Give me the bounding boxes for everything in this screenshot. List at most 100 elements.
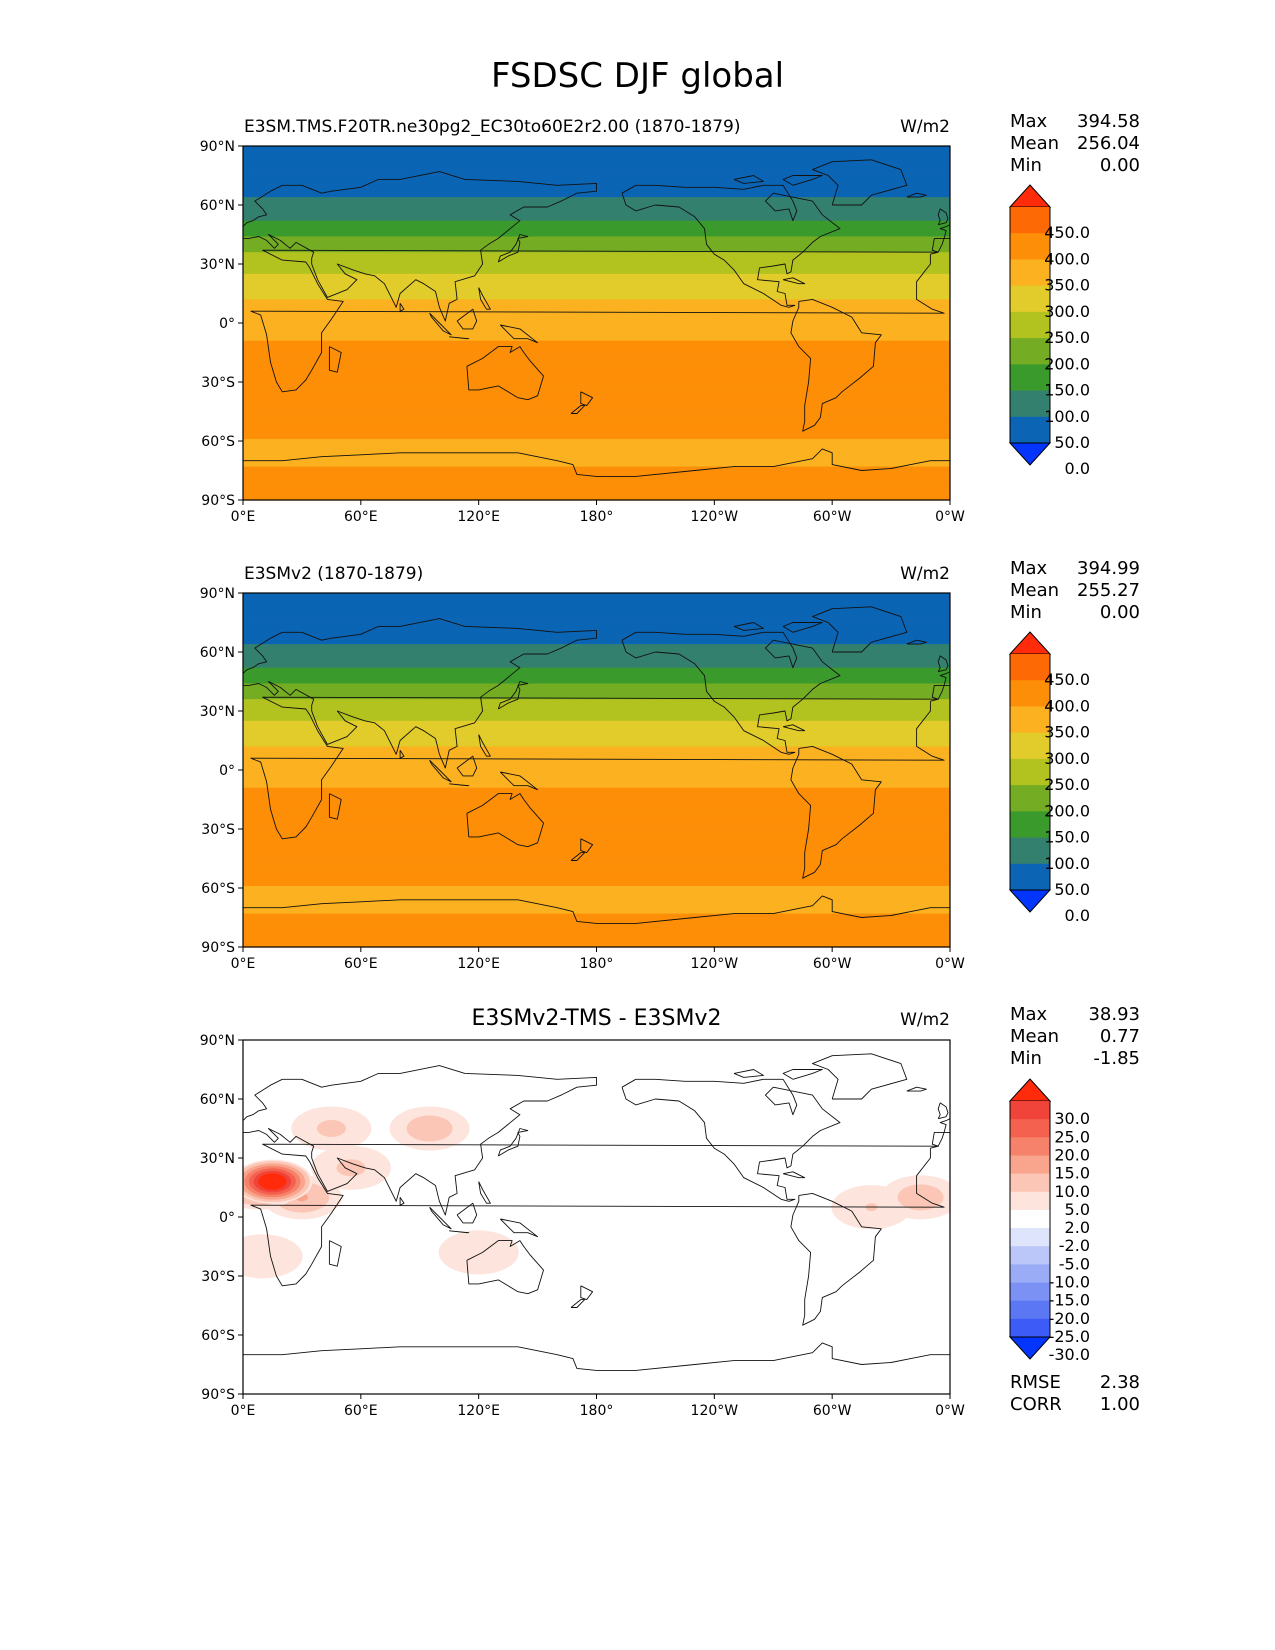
field-band <box>243 880 950 883</box>
y-tick-label: 30°S <box>201 822 235 838</box>
field-band <box>243 382 950 385</box>
field-band <box>243 474 950 477</box>
field-band <box>243 366 950 369</box>
colorbar-segments <box>1008 184 1052 466</box>
field-band <box>243 797 950 801</box>
colorbar-segment <box>1010 1155 1050 1175</box>
field-band <box>243 809 950 812</box>
field-band <box>243 594 950 598</box>
field-band <box>243 368 950 371</box>
field-band <box>243 677 950 681</box>
field-band <box>243 742 950 746</box>
field-band <box>243 730 950 734</box>
field-band <box>243 925 950 928</box>
x-tick-label: 60°E <box>344 956 378 972</box>
field-band <box>243 939 950 942</box>
x-tick-label: 120°E <box>457 509 500 525</box>
field-band <box>243 905 950 909</box>
field-band <box>243 240 950 243</box>
field-band <box>243 815 950 818</box>
field-band <box>243 393 950 397</box>
colorbar-extend-min <box>1008 889 1052 913</box>
panel-2-map: 0°E 60°E 120°E 180° 120°W 60°W 0°W 90°N 60°N 30°N… <box>200 587 965 972</box>
colorbar-segment <box>1010 811 1050 838</box>
coastline <box>782 1069 823 1080</box>
field-band <box>243 173 950 177</box>
colorbar-label: -5.0 <box>1059 1254 1090 1273</box>
field-band <box>243 785 950 789</box>
field-band <box>243 446 950 450</box>
field-band <box>243 252 950 255</box>
colorbar-label: 400.0 <box>1044 249 1090 268</box>
field-band <box>243 683 950 687</box>
field-band <box>243 766 950 769</box>
y-tick-label: 60°S <box>201 881 235 897</box>
field-band <box>243 669 950 673</box>
stat-max: Max 394.58 <box>1010 111 1140 132</box>
field-band <box>243 707 950 710</box>
field-band <box>243 395 950 399</box>
field-band <box>243 913 950 917</box>
colorbar-outline <box>1009 654 1051 890</box>
colorbar-segment <box>1010 1318 1050 1338</box>
field-band <box>243 703 950 706</box>
field-band <box>243 827 950 830</box>
panel-1-map: 0°E 60°E 120°E 180° 120°W 60°W 0°W 90°N 60°N 30°N… <box>200 140 965 525</box>
colorbar-label: 20.0 <box>1054 1145 1090 1164</box>
field-band <box>243 466 950 470</box>
colorbar-label: -20.0 <box>1049 1309 1090 1328</box>
coastline <box>580 838 594 854</box>
field-band <box>243 779 950 783</box>
colorbar-segment <box>1010 416 1050 444</box>
field-band <box>243 169 950 173</box>
field-band <box>243 760 950 763</box>
field-band <box>243 746 950 749</box>
coastline <box>449 1230 470 1234</box>
field-band <box>243 923 950 926</box>
panel-2-title: E3SMv2 (1870-1879) <box>244 564 424 584</box>
field-band <box>243 644 950 647</box>
colorbar-label: 150.0 <box>1044 828 1090 847</box>
field-band <box>243 411 950 415</box>
y-tick-label: 30°N <box>200 1151 235 1167</box>
field-band <box>243 811 950 814</box>
field-band <box>243 193 950 196</box>
field-band <box>243 378 950 381</box>
field-band <box>243 738 950 742</box>
field-band <box>243 665 950 669</box>
field-band <box>243 348 950 352</box>
coastline <box>812 1053 908 1100</box>
colorbar-segment <box>1010 285 1050 313</box>
y-tick-label: 30°N <box>200 704 235 720</box>
field-band <box>243 878 950 881</box>
field-band <box>243 456 950 460</box>
field-band <box>243 423 950 426</box>
colorbar-segment <box>1010 1264 1050 1283</box>
field-band <box>243 673 950 677</box>
field-band <box>243 277 950 281</box>
x-tick-label: 180° <box>580 509 614 525</box>
field-band <box>243 399 950 403</box>
field-band <box>243 691 950 694</box>
field-band <box>243 709 950 712</box>
coastline <box>328 1240 342 1267</box>
field-band <box>243 622 950 626</box>
colorbar-label: -30.0 <box>1049 1345 1090 1364</box>
field-band <box>243 323 950 326</box>
colorbar-label: 50.0 <box>1054 880 1090 899</box>
coastline <box>429 1206 452 1230</box>
y-tick-label: 30°N <box>200 257 235 273</box>
field-band <box>243 356 950 359</box>
anomaly-contour <box>406 1115 453 1142</box>
field-band <box>243 206 950 210</box>
coastline <box>782 724 806 732</box>
field-band <box>243 638 950 641</box>
field-band <box>243 328 950 332</box>
field-band <box>243 448 950 452</box>
field-band <box>243 313 950 316</box>
field-band <box>243 681 950 685</box>
colorbar-segment <box>1010 1119 1050 1138</box>
colorbar-segment <box>1010 1191 1050 1211</box>
field-band <box>243 334 950 338</box>
field-band <box>243 907 950 911</box>
